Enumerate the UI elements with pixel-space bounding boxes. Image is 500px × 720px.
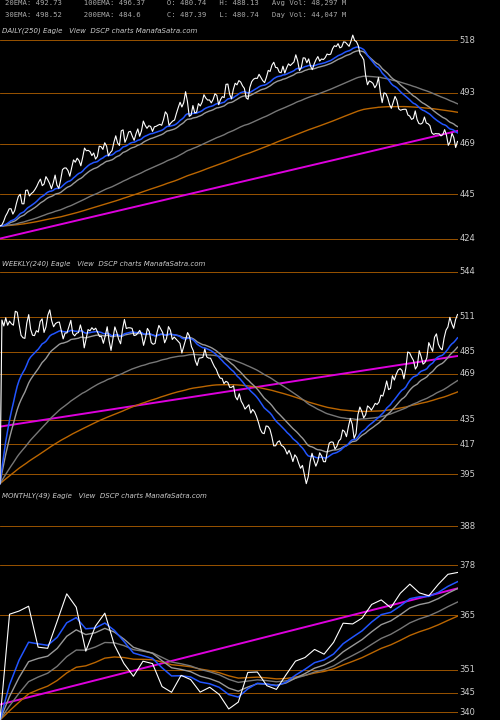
Text: 20EMA: 492.73     100EMA: 496.37     O: 480.74   H: 488.13   Avg Vol: 48,297 M: 20EMA: 492.73 100EMA: 496.37 O: 480.74 H…	[4, 1, 346, 6]
Text: 388: 388	[460, 522, 476, 531]
Text: DAILY(250) Eagle   View  DSCP charts ManafaSatra.com: DAILY(250) Eagle View DSCP charts Manafa…	[2, 28, 198, 35]
Text: 511: 511	[460, 312, 475, 321]
Text: WEEKLY(240) Eagle   View  DSCP charts ManafaSatra.com: WEEKLY(240) Eagle View DSCP charts Manaf…	[2, 260, 206, 266]
Text: 435: 435	[460, 415, 475, 424]
Text: 544: 544	[460, 267, 475, 276]
Text: 345: 345	[460, 688, 475, 698]
Text: 445: 445	[460, 190, 475, 199]
Text: 417: 417	[460, 440, 475, 449]
Text: 395: 395	[460, 469, 475, 479]
Text: 365: 365	[460, 611, 476, 620]
Text: 493: 493	[460, 89, 475, 97]
Text: MONTHLY(49) Eagle   View  DSCP charts ManafaSatra.com: MONTHLY(49) Eagle View DSCP charts Manaf…	[2, 492, 207, 499]
Text: 351: 351	[460, 665, 475, 674]
Text: 378: 378	[460, 561, 476, 570]
Text: 518: 518	[460, 35, 475, 45]
Text: 469: 469	[460, 139, 475, 148]
Text: 424: 424	[460, 234, 475, 243]
Text: 485: 485	[460, 348, 475, 356]
Text: 469: 469	[460, 369, 475, 378]
Text: 30EMA: 498.52     200EMA: 484.6      C: 487.39   L: 480.74   Day Vol: 44,047 M: 30EMA: 498.52 200EMA: 484.6 C: 487.39 L:…	[4, 12, 346, 18]
Text: 340: 340	[460, 708, 475, 716]
